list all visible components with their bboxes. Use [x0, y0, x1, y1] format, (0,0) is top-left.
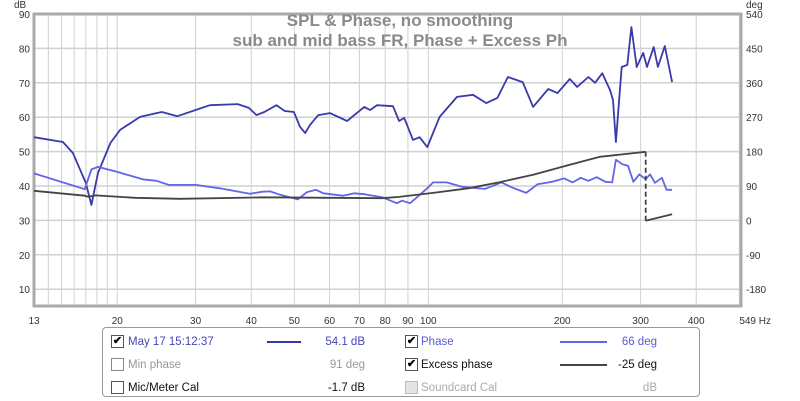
x-tick-label: 30 — [190, 316, 202, 327]
excess-phase-checkbox[interactable]: ✔ — [405, 358, 418, 371]
soundcard-cal-checkbox — [405, 381, 418, 394]
excess-phase-value: -25 deg — [617, 359, 657, 371]
y-tick-left: 10 — [19, 285, 31, 296]
excess-phase-label: Excess phase — [421, 359, 493, 371]
measurement-label: May 17 15:12:37 — [128, 336, 214, 348]
x-tick-label: 400 — [688, 316, 705, 327]
y-tick-right: 90 — [746, 182, 758, 193]
y-tick-left: 60 — [19, 113, 31, 124]
y-tick-right: -90 — [746, 251, 761, 262]
phase-line-swatch — [560, 341, 607, 343]
legend-row-mic-cal[interactable]: Mic/Meter Cal -1.7 dB — [111, 380, 391, 396]
y-tick-right: 360 — [746, 79, 763, 90]
mic-cal-value: -1.7 dB — [327, 382, 365, 394]
chart-title: SPL & Phase, no smoothing — [287, 11, 513, 30]
y-tick-right: -180 — [746, 285, 766, 296]
spl-value: 54.1 dB — [325, 336, 365, 348]
phase-value: 66 deg — [621, 336, 657, 348]
legend-panel: ✔ May 17 15:12:37 54.1 dB Min phase 91 d… — [102, 327, 700, 397]
excess-phase-curve-segment — [33, 150, 646, 200]
y-tick-right: 0 — [746, 216, 752, 227]
phase-curve — [33, 158, 673, 205]
x-tick-label: 70 — [354, 316, 366, 327]
y-tick-right: 180 — [746, 148, 763, 159]
min-phase-label: Min phase — [128, 359, 182, 371]
x-tick-label: 549 Hz — [739, 316, 771, 327]
spl-line-swatch — [267, 341, 301, 343]
left-axis-unit: dB — [14, 0, 27, 11]
excess-phase-curve-segment — [645, 213, 673, 222]
right-axis-unit: deg — [746, 0, 763, 11]
legend-row-excess-phase[interactable]: ✔ Excess phase -25 deg — [405, 357, 685, 373]
x-tick-label: 300 — [632, 316, 649, 327]
soundcard-cal-value: dB — [642, 382, 657, 394]
legend-row-min-phase[interactable]: Min phase 91 deg — [111, 357, 391, 373]
mic-cal-checkbox[interactable] — [111, 381, 124, 394]
phase-label: Phase — [421, 336, 454, 348]
soundcard-cal-label: Soundcard Cal — [421, 382, 498, 394]
min-phase-value: 91 deg — [329, 359, 365, 371]
y-tick-left: 40 — [19, 182, 31, 193]
y-tick-left: 90 — [19, 10, 31, 21]
plot-border — [32, 12, 743, 308]
measurement-checkbox[interactable]: ✔ — [111, 335, 124, 348]
x-tick-label: 200 — [554, 316, 571, 327]
x-tick-label: 13 — [28, 316, 40, 327]
x-tick-label: 40 — [246, 316, 258, 327]
y-tick-right: 270 — [746, 113, 763, 124]
phase-checkbox[interactable]: ✔ — [405, 335, 418, 348]
y-tick-left: 30 — [19, 216, 31, 227]
x-tick-label: 80 — [380, 316, 392, 327]
y-tick-left: 20 — [19, 251, 31, 262]
y-tick-right: 540 — [746, 10, 763, 21]
x-tick-label: 60 — [324, 316, 336, 327]
excess-phase-line-swatch — [560, 364, 607, 366]
y-tick-left: 50 — [19, 148, 31, 159]
series-lines — [33, 26, 673, 222]
legend-row-measurement[interactable]: ✔ May 17 15:12:37 54.1 dB — [111, 334, 391, 350]
spl-curve — [33, 26, 673, 206]
grid — [34, 14, 741, 306]
x-tick-label: 90 — [402, 316, 414, 327]
legend-row-soundcard-cal: Soundcard Cal dB — [405, 380, 685, 396]
legend-row-phase[interactable]: ✔ Phase 66 deg — [405, 334, 685, 350]
min-phase-checkbox[interactable] — [111, 358, 124, 371]
x-tick-label: 100 — [420, 316, 437, 327]
x-tick-label: 50 — [289, 316, 301, 327]
x-tick-label: 20 — [112, 316, 124, 327]
mic-cal-label: Mic/Meter Cal — [128, 382, 199, 394]
y-tick-right: 450 — [746, 44, 763, 55]
chart-subtitle: sub and mid bass FR, Phase + Excess Ph — [233, 31, 568, 50]
y-tick-left: 80 — [19, 44, 31, 55]
y-tick-left: 70 — [19, 79, 31, 90]
